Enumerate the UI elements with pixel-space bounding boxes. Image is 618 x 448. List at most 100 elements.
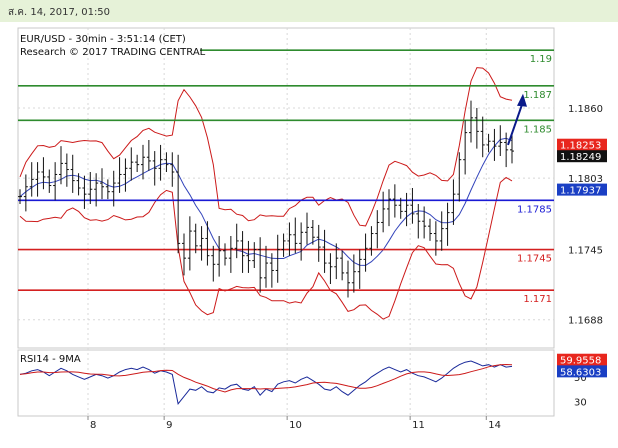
price-bar <box>492 128 497 161</box>
price-bar <box>486 133 491 153</box>
price-bar <box>258 237 263 293</box>
lower-band <box>19 176 513 320</box>
price-bar <box>351 254 356 293</box>
price-bar <box>363 233 368 272</box>
price-bar <box>404 192 409 227</box>
price-bar <box>152 151 157 186</box>
time-tick-label: 10 <box>289 420 302 431</box>
price-bar <box>275 234 280 283</box>
arrow-shaft <box>507 101 524 146</box>
price-tick-label: 1.1860 <box>568 104 603 115</box>
time-axis: 8 9 10 11 14 <box>87 416 501 431</box>
price-bar <box>387 189 391 227</box>
horizontal-levels: 1.19 1.187 1.185 1.1785 1.1745 1.171 <box>18 49 554 305</box>
price-bar <box>100 168 104 200</box>
price-bar <box>182 233 186 276</box>
price-bar <box>199 226 204 261</box>
price-bar <box>416 204 421 239</box>
price-bar <box>375 210 380 249</box>
price-bar <box>105 179 110 200</box>
chart-title: EUR/USD - 30min - 3:51:14 (CET) <box>20 34 186 45</box>
price-bar <box>433 221 438 256</box>
price-bar <box>211 245 216 282</box>
price-bar <box>474 108 479 149</box>
time-tick-label: 11 <box>412 420 425 431</box>
price-badge-label: 1.17937 <box>560 186 601 197</box>
price-bar <box>164 152 169 172</box>
price-bar <box>480 116 485 158</box>
price-bar <box>141 144 145 180</box>
price-bar <box>205 221 210 266</box>
price-bar <box>94 173 99 207</box>
price-bar <box>123 158 128 192</box>
projection-arrow <box>507 93 527 146</box>
price-bar <box>463 120 468 175</box>
price-bar <box>18 189 22 204</box>
level-label: 1.185 <box>523 124 552 135</box>
price-bar <box>422 206 427 239</box>
price-badge-bg <box>557 150 607 163</box>
level-label: 1.1785 <box>517 204 552 215</box>
price-bar <box>41 157 46 190</box>
rsi-badge-label: 58.6303 <box>560 367 601 378</box>
price-bar <box>111 170 116 207</box>
price-bar <box>410 188 415 224</box>
price-bar <box>469 100 473 143</box>
level-label: 1.171 <box>523 294 552 305</box>
price-badge-bg <box>557 138 607 151</box>
price-axis: 1.1860 1.1803 1.1745 1.1688 <box>568 104 603 327</box>
price-bar <box>451 179 456 225</box>
price-tick-label: 1.1745 <box>568 246 603 257</box>
price-bar <box>246 240 251 273</box>
price-bar <box>398 197 403 219</box>
price-bar <box>439 211 444 251</box>
rsi-badge-bg <box>557 365 607 378</box>
price-bar <box>234 223 239 259</box>
price-bar <box>240 231 245 273</box>
price-bar <box>457 152 462 202</box>
price-bar <box>135 154 140 172</box>
price-bar <box>35 162 40 197</box>
level-label: 1.19 <box>530 54 552 65</box>
price-bar <box>59 146 63 185</box>
price-bar <box>117 157 122 193</box>
price-bar <box>334 243 339 280</box>
arrow-head <box>517 93 527 107</box>
price-bar <box>504 132 509 168</box>
top-bar: ส.ค. 14, 2017, 01:50 <box>0 0 618 22</box>
price-bar <box>129 147 134 181</box>
rsi-ma-line <box>19 363 513 393</box>
rsi-tick-label: 30 <box>574 397 587 408</box>
price-bar <box>170 152 175 187</box>
price-bar <box>264 245 268 288</box>
price-bar <box>53 162 58 201</box>
price-bar <box>228 236 233 273</box>
price-bar <box>299 222 304 261</box>
price-bar <box>176 154 181 254</box>
rsi-label: RSI14 - 9MA <box>20 354 81 365</box>
price-bar <box>82 175 87 209</box>
price-bar <box>146 140 151 171</box>
timestamp: ส.ค. 14, 2017, 01:50 <box>8 7 111 18</box>
price-badge-label: 1.18253 <box>560 141 601 152</box>
price-bar <box>70 154 75 193</box>
price-bar <box>88 172 93 204</box>
price-bar <box>445 202 450 246</box>
price-badge-bg <box>557 183 607 196</box>
price-bar <box>223 243 227 266</box>
rsi-plot-area <box>17 349 555 417</box>
price-tick-label: 1.1803 <box>568 174 603 185</box>
price-bar <box>64 153 69 187</box>
rsi-badge-bg <box>557 353 607 366</box>
price-bar <box>252 242 257 268</box>
price-bar <box>23 174 28 212</box>
price-bar <box>310 220 315 245</box>
level-label: 1.187 <box>523 90 552 101</box>
price-bar <box>322 229 327 273</box>
price-bar <box>340 250 345 281</box>
price-bar <box>510 135 514 164</box>
price-bar <box>293 217 298 254</box>
